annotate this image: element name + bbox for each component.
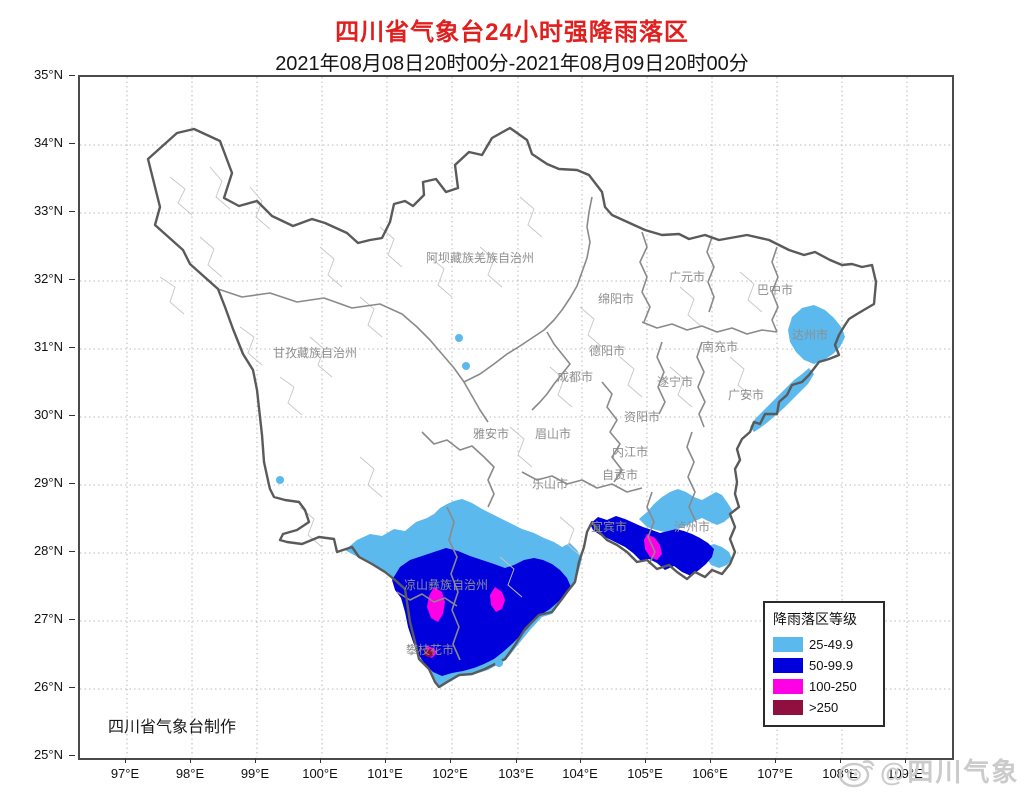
y-tick — [69, 755, 75, 756]
city-boundaries — [217, 196, 779, 661]
legend-item: >250 — [773, 697, 875, 718]
legend-label: 100-250 — [809, 679, 857, 694]
y-axis-label: 25°N — [33, 747, 63, 762]
y-axis-label: 33°N — [33, 203, 63, 218]
page-title: 四川省气象台24小时强降雨落区 — [335, 19, 689, 46]
x-tick — [905, 758, 906, 763]
x-axis-label: 98°E — [175, 766, 205, 781]
y-axis-label: 34°N — [33, 135, 63, 150]
legend-label: 25-49.9 — [809, 637, 854, 652]
y-axis-label: 30°N — [33, 407, 63, 422]
y-tick — [69, 687, 75, 688]
y-tick — [69, 415, 75, 416]
y-tick — [69, 551, 75, 552]
watermark-text: @四川气象 — [880, 756, 1020, 787]
rain-area-100-250-a — [427, 587, 445, 622]
x-axis-label: 99°E — [240, 766, 270, 781]
y-axis-label: 29°N — [33, 475, 63, 490]
x-tick — [645, 758, 646, 763]
y-tick — [69, 347, 75, 348]
legend-item: 100-250 — [773, 676, 875, 697]
x-axis-label: 100°E — [302, 766, 338, 781]
y-tick — [69, 279, 75, 280]
lake-dots — [276, 334, 503, 667]
rain-area-25-50-yibin-band — [639, 489, 732, 532]
rain-area-50-100-south — [392, 548, 571, 676]
y-tick — [69, 619, 75, 620]
rain-area-100-250-b — [490, 587, 505, 612]
legend-item: 25-49.9 — [773, 634, 875, 655]
province-outline — [146, 126, 878, 689]
x-tick — [840, 758, 841, 763]
legend-swatch — [773, 679, 803, 694]
legend-label: >250 — [809, 700, 839, 715]
x-tick — [125, 758, 126, 763]
x-axis-label: 106°E — [692, 766, 728, 781]
y-axis-label: 31°N — [33, 339, 63, 354]
y-axis-label: 28°N — [33, 543, 63, 558]
x-tick — [190, 758, 191, 763]
x-axis-label: 101°E — [367, 766, 403, 781]
rain-legend: 降雨落区等级 25-49.9 50-99.9 100-250 >250 — [763, 601, 885, 727]
weibo-logo-icon — [838, 760, 875, 788]
legend-label: 50-99.9 — [809, 658, 854, 673]
x-tick — [580, 758, 581, 763]
credit-text: 四川省气象台制作 — [108, 719, 237, 736]
page-subtitle: 2021年08月08日20时00分-2021年08月09日20时00分 — [275, 53, 749, 75]
x-tick — [775, 758, 776, 763]
sichuan-map — [80, 77, 952, 757]
x-axis-label: 107°E — [757, 766, 793, 781]
x-tick — [320, 758, 321, 763]
legend-swatch — [773, 637, 803, 652]
rain-area-gt250 — [424, 649, 434, 657]
y-tick — [69, 75, 75, 76]
y-tick — [69, 483, 75, 484]
legend-swatch — [773, 700, 803, 715]
x-axis-label: 102°E — [432, 766, 468, 781]
legend-swatch — [773, 658, 803, 673]
x-axis-label: 104°E — [562, 766, 598, 781]
y-axis-label: 35°N — [33, 67, 63, 82]
x-axis-label: 103°E — [498, 766, 534, 781]
x-tick — [450, 758, 451, 763]
y-tick — [69, 143, 75, 144]
x-tick — [255, 758, 256, 763]
legend-item: 50-99.9 — [773, 655, 875, 676]
y-tick — [69, 211, 75, 212]
x-axis-label: 105°E — [627, 766, 663, 781]
grid-lines — [80, 77, 952, 757]
watermark: @四川气象 — [836, 750, 1019, 790]
legend-title: 降雨落区等级 — [773, 611, 857, 627]
y-axis-label: 32°N — [33, 271, 63, 286]
x-axis-label: 109°E — [887, 766, 923, 781]
x-axis-label: 97°E — [110, 766, 140, 781]
x-tick — [385, 758, 386, 763]
x-tick — [516, 758, 517, 763]
x-tick — [710, 758, 711, 763]
county-boundaries — [159, 166, 763, 598]
rain-area-25-50-dazhou — [788, 305, 845, 364]
y-axis-label: 27°N — [33, 611, 63, 626]
y-axis-label: 26°N — [33, 679, 63, 694]
plot-area — [78, 75, 954, 760]
